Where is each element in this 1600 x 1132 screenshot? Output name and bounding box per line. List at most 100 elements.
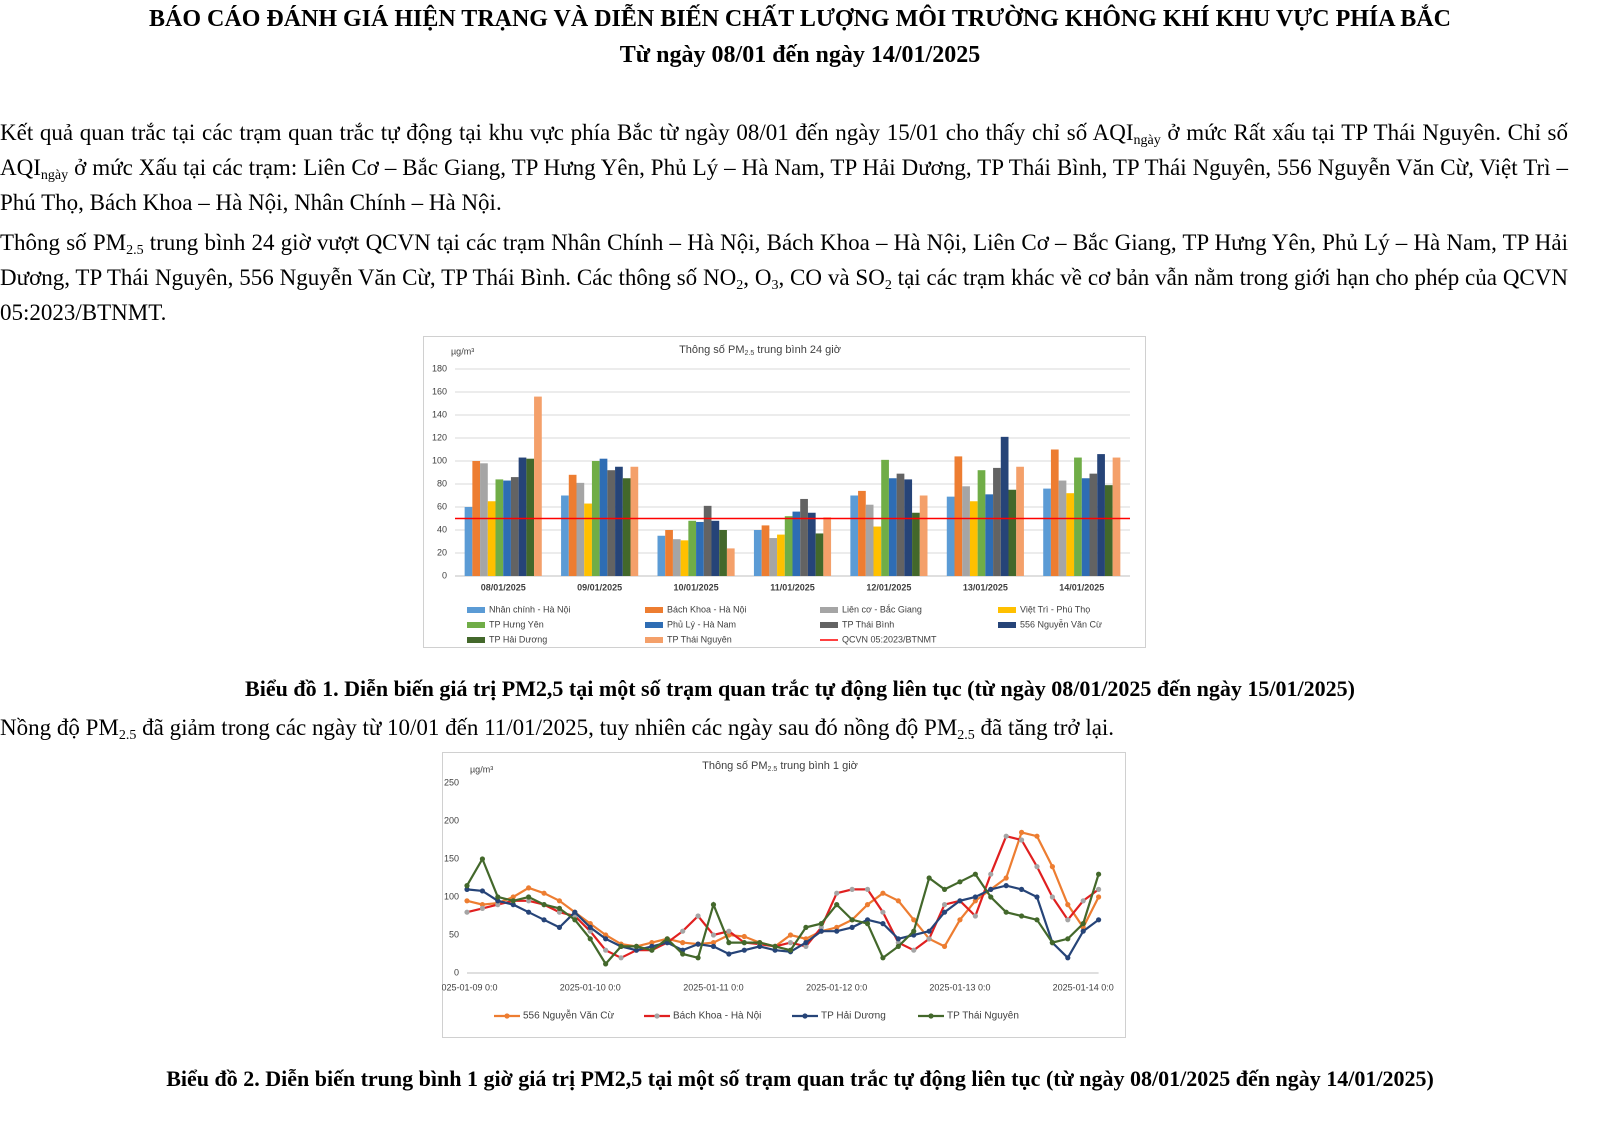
y-axis-unit: µg/m³ (451, 346, 474, 356)
marker (464, 883, 470, 889)
marker (1096, 894, 1102, 900)
bar (1000, 436, 1009, 576)
bar (584, 503, 592, 576)
marker (957, 898, 963, 904)
bar (761, 525, 770, 576)
text: ở mức Xấu tại các trạm: Liên Cơ – Bắc Gi… (0, 155, 1568, 215)
x-tick-label: 11/01/2025 (770, 582, 815, 592)
y-tick-label: 140 (432, 409, 447, 419)
marker (1065, 936, 1071, 942)
bar (510, 477, 519, 576)
legend-label: 556 Nguyễn Văn Cừ (1020, 619, 1102, 629)
bar (753, 530, 762, 576)
marker (587, 936, 593, 942)
text: Kết quả quan trắc tại các trạm quan trắc… (0, 120, 1134, 145)
marker (695, 913, 701, 919)
paragraph: Kết quả quan trắc tại các trạm quan trắc… (0, 115, 1568, 220)
marker (1049, 940, 1055, 946)
x-tick-label: 13/01/2025 (963, 582, 1008, 592)
bar (599, 458, 608, 576)
legend-swatch (645, 622, 663, 628)
marker (680, 951, 686, 957)
text: trung bình 24 giờ vượt QCVN tại các trạm… (0, 230, 1568, 290)
legend-swatch (820, 607, 838, 613)
chart-frame (423, 336, 1146, 648)
bar (946, 496, 955, 576)
bar (1066, 493, 1075, 576)
y-axis-unit: µg/m³ (470, 764, 493, 774)
legend-swatch (998, 622, 1016, 628)
marker (1096, 917, 1102, 923)
subscript: ngày (40, 168, 69, 183)
bar (688, 520, 697, 576)
text: Thông số PM (0, 230, 127, 255)
marker (587, 924, 593, 930)
bar (1008, 489, 1017, 576)
paragraph: Thông số PM2.5 trung bình 24 giờ vượt QC… (0, 225, 1568, 330)
bar (823, 517, 832, 576)
marker (1049, 894, 1055, 900)
bar (487, 501, 496, 576)
bar (576, 482, 585, 576)
bar (622, 478, 631, 576)
legend-label: Việt Trì - Phú Thọ (1020, 604, 1090, 614)
marker (741, 940, 747, 946)
marker (649, 943, 655, 949)
bar-chart: Thông số PM2.5 trung bình 24 giờ µg/m³ 0 20… (423, 336, 1146, 648)
marker (556, 924, 563, 930)
legend-marker (802, 1013, 808, 1019)
marker (1080, 921, 1086, 927)
y-tick-label: 200 (444, 815, 459, 825)
legend-label: Phủ Lý - Hà Nam (667, 619, 736, 629)
x-tick-label: 08/01/2025 (481, 582, 526, 592)
marker (741, 933, 747, 940)
bar (726, 548, 735, 576)
bar (568, 474, 577, 576)
x-tick-label: 14/01/2025 (1059, 582, 1104, 592)
marker (880, 890, 886, 896)
bar (858, 490, 866, 576)
marker (464, 886, 470, 892)
marker (510, 894, 516, 900)
marker (464, 898, 470, 904)
marker (649, 940, 655, 946)
marker (1049, 864, 1055, 870)
y-tick-label: 60 (437, 501, 447, 511)
bar (777, 534, 785, 576)
marker (1080, 928, 1086, 934)
text: đã giảm trong các ngày từ 10/01 đến 11/0… (136, 715, 958, 740)
marker (464, 909, 470, 915)
y-tick-label: 50 (449, 929, 459, 939)
bar (503, 480, 511, 576)
marker (803, 924, 809, 930)
marker (834, 924, 840, 930)
marker (988, 871, 994, 877)
text: , CO và SO (778, 265, 885, 290)
subscript: ngày (1133, 133, 1161, 148)
marker (1096, 871, 1102, 877)
y-tick-label: 150 (444, 853, 459, 863)
legend-label: 556 Nguyễn Văn Cừ (523, 1009, 615, 1022)
marker (1018, 829, 1025, 835)
marker (818, 928, 824, 934)
bar (769, 538, 778, 576)
bar (1081, 478, 1090, 576)
legend-swatch (467, 622, 485, 628)
bar (896, 473, 905, 576)
marker (526, 894, 532, 900)
title-text: trung bình 1 giờ (777, 760, 858, 772)
bar (1050, 449, 1059, 576)
marker (926, 928, 932, 934)
marker (664, 936, 670, 942)
marker (1018, 913, 1025, 919)
marker (834, 890, 840, 896)
y-tick-label: 100 (444, 891, 459, 901)
text: , O (743, 265, 772, 290)
bar (919, 495, 928, 576)
marker (972, 898, 978, 904)
marker (526, 885, 532, 891)
bar (534, 396, 542, 576)
marker (803, 943, 809, 949)
marker (1065, 955, 1071, 961)
